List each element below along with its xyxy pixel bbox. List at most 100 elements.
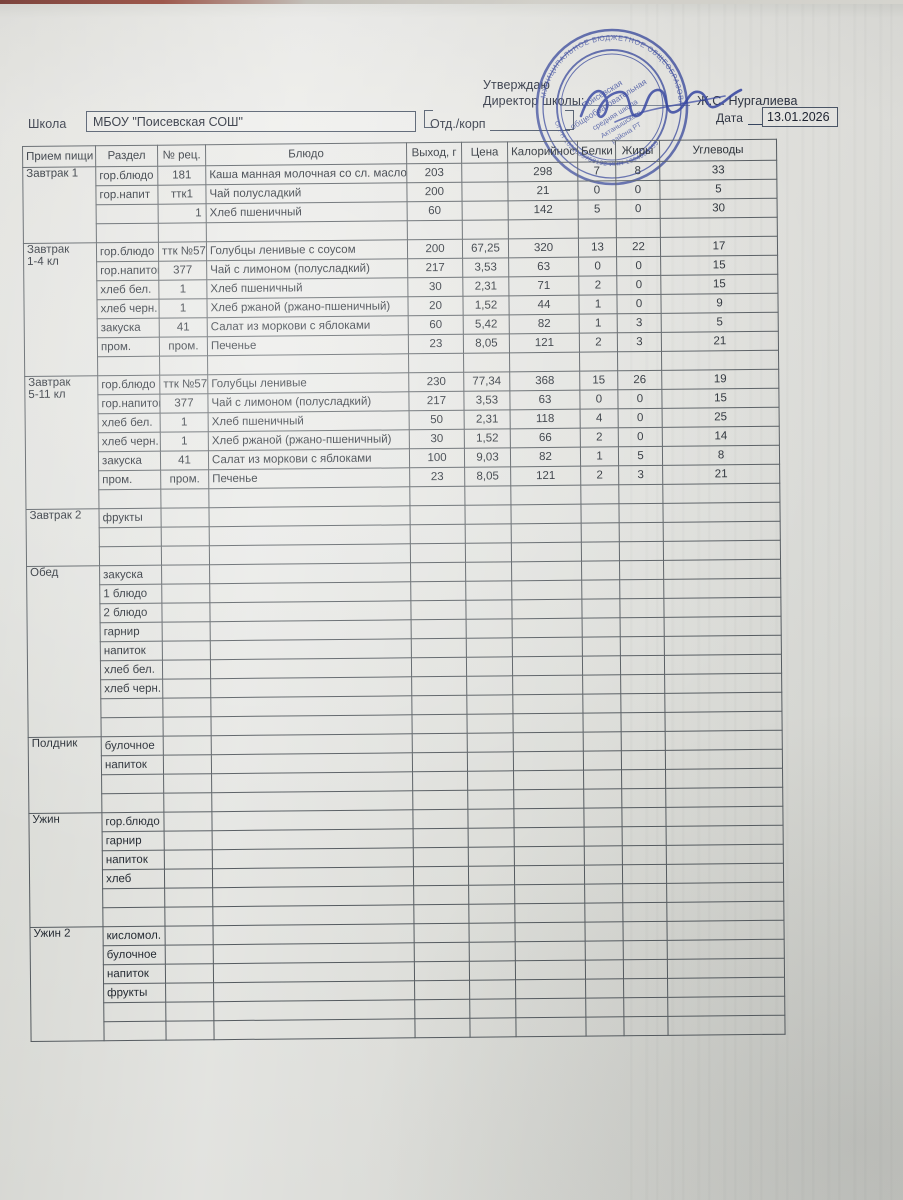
cell-fats[interactable] xyxy=(623,978,668,998)
cell-proteins[interactable] xyxy=(581,560,620,581)
cell-recipe-no[interactable] xyxy=(160,488,209,509)
cell-calories[interactable]: 368 xyxy=(509,371,580,391)
cell-section[interactable]: булочное xyxy=(103,945,166,965)
cell-proteins[interactable]: 2 xyxy=(580,427,619,448)
cell-dish[interactable] xyxy=(212,847,414,869)
cell-proteins[interactable] xyxy=(584,864,623,885)
cell-price[interactable] xyxy=(464,504,512,525)
cell-recipe-no[interactable]: 41 xyxy=(160,450,209,471)
cell-calories[interactable] xyxy=(513,770,584,790)
cell-recipe-no[interactable] xyxy=(158,222,207,243)
cell-fats[interactable] xyxy=(620,655,665,675)
cell-calories[interactable]: 142 xyxy=(508,200,579,220)
cell-calories[interactable]: 82 xyxy=(510,447,581,467)
cell-section[interactable]: закуска xyxy=(99,565,162,585)
cell-output[interactable]: 217 xyxy=(407,258,463,278)
cell-section[interactable]: напиток xyxy=(102,850,165,870)
cell-proteins[interactable] xyxy=(582,712,622,733)
cell-dish[interactable] xyxy=(213,961,415,983)
cell-dish[interactable] xyxy=(209,600,412,622)
cell-price[interactable] xyxy=(467,808,515,829)
cell-dish[interactable] xyxy=(210,657,412,679)
cell-output[interactable] xyxy=(412,809,469,829)
cell-proteins[interactable]: 0 xyxy=(577,180,617,201)
cell-section[interactable]: кисломол. xyxy=(102,926,166,946)
cell-dish[interactable] xyxy=(209,524,411,546)
cell-dish[interactable] xyxy=(208,486,410,508)
cell-fats[interactable] xyxy=(619,522,664,542)
cell-proteins[interactable]: 0 xyxy=(579,389,619,410)
cell-output[interactable]: 200 xyxy=(406,182,463,202)
cell-calories[interactable]: 82 xyxy=(509,314,580,334)
cell-carbs[interactable] xyxy=(661,350,779,371)
cell-calories[interactable] xyxy=(511,580,582,600)
cell-section[interactable]: фрукты xyxy=(103,983,166,1003)
cell-carbs[interactable] xyxy=(667,958,785,979)
cell-dish[interactable]: Хлеб ржаной (ржано-пшеничный) xyxy=(206,296,409,318)
cell-dish[interactable] xyxy=(206,220,408,242)
cell-price[interactable]: 2,31 xyxy=(462,276,509,297)
cell-fats[interactable] xyxy=(623,997,668,1017)
cell-dish[interactable]: Хлеб пшеничный xyxy=(206,201,408,223)
cell-output[interactable] xyxy=(412,771,468,791)
cell-price[interactable] xyxy=(468,903,515,924)
cell-carbs[interactable]: 14 xyxy=(662,426,780,447)
cell-carbs[interactable]: 30 xyxy=(660,198,778,219)
cell-dish[interactable] xyxy=(210,676,412,698)
cell-dish[interactable] xyxy=(212,866,414,888)
cell-fats[interactable] xyxy=(620,617,665,637)
cell-recipe-no[interactable] xyxy=(161,545,210,566)
cell-carbs[interactable]: 21 xyxy=(662,464,780,485)
cell-section[interactable]: пром. xyxy=(98,470,161,490)
cell-output[interactable] xyxy=(413,866,469,886)
cell-proteins[interactable] xyxy=(578,218,617,239)
cell-output[interactable] xyxy=(413,828,469,848)
cell-output[interactable]: 203 xyxy=(406,163,462,183)
cell-section[interactable]: гарнир xyxy=(102,831,165,851)
cell-calories[interactable] xyxy=(510,504,582,524)
cell-recipe-no[interactable] xyxy=(161,564,210,585)
cell-fats[interactable] xyxy=(621,788,666,808)
cell-output[interactable] xyxy=(411,619,467,639)
cell-dish[interactable] xyxy=(210,619,412,641)
cell-section[interactable]: закуска xyxy=(98,451,161,471)
cell-carbs[interactable] xyxy=(664,673,782,694)
cell-carbs[interactable] xyxy=(667,939,785,960)
cell-recipe-no[interactable] xyxy=(165,963,214,984)
cell-carbs[interactable] xyxy=(666,882,784,903)
cell-section[interactable]: гор.блюдо xyxy=(97,375,160,395)
cell-dish[interactable]: Чай с лимоном (полусладкий) xyxy=(206,258,408,280)
cell-carbs[interactable] xyxy=(666,825,784,846)
cell-carbs[interactable]: 5 xyxy=(659,179,778,200)
cell-carbs[interactable] xyxy=(666,844,784,865)
cell-calories[interactable] xyxy=(513,732,584,752)
cell-fats[interactable] xyxy=(619,579,664,599)
cell-recipe-no[interactable] xyxy=(165,944,214,965)
cell-calories[interactable]: 44 xyxy=(508,295,580,315)
cell-proteins[interactable]: 2 xyxy=(580,465,619,486)
cell-proteins[interactable] xyxy=(579,351,618,372)
cell-section[interactable]: хлеб черн. xyxy=(96,299,160,319)
cell-fats[interactable]: 3 xyxy=(617,313,662,333)
cell-fats[interactable] xyxy=(623,959,668,979)
cell-fats[interactable] xyxy=(618,484,663,504)
cell-calories[interactable] xyxy=(510,485,581,505)
cell-recipe-no[interactable] xyxy=(162,621,211,642)
cell-proteins[interactable] xyxy=(583,731,622,752)
cell-recipe-no[interactable] xyxy=(162,716,212,737)
cell-proteins[interactable]: 7 xyxy=(577,161,616,182)
cell-output[interactable] xyxy=(411,695,467,715)
cell-dish[interactable] xyxy=(212,885,414,907)
cell-price[interactable] xyxy=(467,770,514,791)
cell-proteins[interactable] xyxy=(584,921,624,942)
cell-price[interactable]: 1,52 xyxy=(462,295,510,316)
cell-calories[interactable] xyxy=(512,656,583,676)
cell-carbs[interactable]: 9 xyxy=(660,293,779,314)
cell-dish[interactable]: Печенье xyxy=(208,467,410,489)
cell-dish[interactable] xyxy=(210,714,413,736)
cell-dish[interactable] xyxy=(209,581,411,603)
cell-carbs[interactable] xyxy=(662,483,780,504)
cell-recipe-no[interactable]: 377 xyxy=(158,260,207,281)
cell-output[interactable] xyxy=(414,1018,471,1038)
cell-price[interactable] xyxy=(468,846,515,867)
